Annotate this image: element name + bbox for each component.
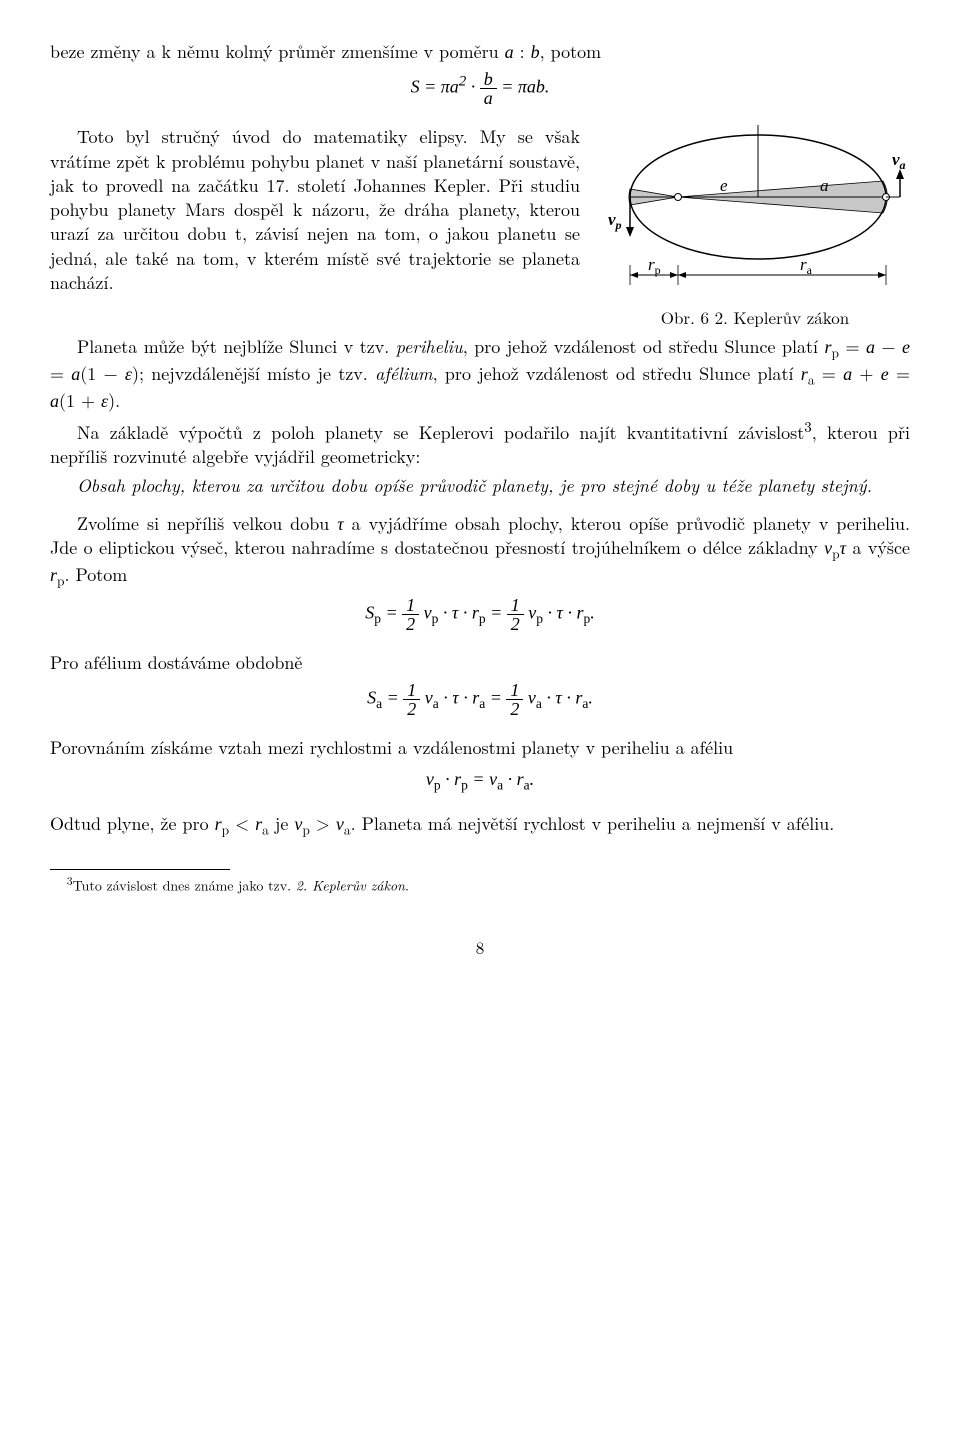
svg-text:ra: ra [800, 255, 813, 277]
para-1: beze změny a k němu kolmý průměr zmenším… [50, 40, 910, 64]
footnote-3: 3Tuto závislost dnes známe jako tzv. 2. … [50, 874, 910, 896]
svg-text:a: a [820, 176, 829, 195]
svg-text:va: va [892, 150, 906, 172]
para-3: Planeta může být nejblíže Slunci v tzv. … [50, 335, 910, 413]
para-4: Na základě výpočtů z poloh planety se Ke… [50, 417, 910, 470]
para-7: Pro afélium dostáváme obdobně [50, 651, 910, 675]
para-9: Odtud plyne, že pro rp < ra je vp > va. … [50, 812, 910, 839]
equation-sp: Sp = 12 vp · τ · rp = 12 vp · τ · rp. [50, 596, 910, 633]
footnote-rule [50, 869, 230, 870]
equation-conservation: vp · rp = va · ra. [50, 767, 910, 795]
svg-text:rp: rp [648, 255, 661, 277]
para-2: Toto byl stručný úvod do matematiky elip… [50, 125, 580, 295]
figure-caption: Obr. 6 2. Keplerův zákon [600, 306, 910, 329]
svg-text:e: e [720, 176, 728, 195]
para-5: Obsah plochy, kterou za určitou dobu opí… [50, 474, 910, 498]
para-8: Porovnáním získáme vztah mezi rychlostmi… [50, 736, 910, 760]
equation-sa: Sa = 12 va · τ · ra = 12 va · τ · ra. [50, 681, 910, 718]
equation-area: S = πa2 · ba = πab. [50, 70, 910, 107]
svg-text:vp: vp [608, 210, 622, 232]
para-6: Zvolíme si nepříliš velkou dobu τ a vyjá… [50, 512, 910, 590]
figure-kepler: e a vp va rp ra Obr. 6 2. Keplerův zákon [600, 125, 910, 329]
page-number: 8 [50, 936, 910, 959]
